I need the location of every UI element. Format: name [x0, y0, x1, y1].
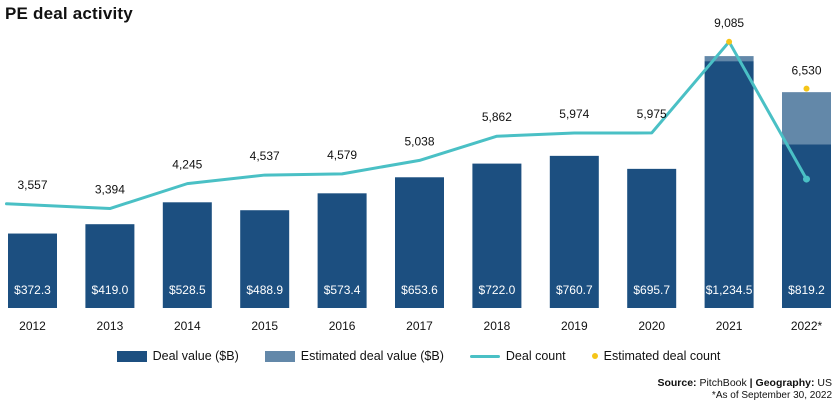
- legend-label-deal-value: Deal value ($B): [152, 349, 239, 363]
- source-separator: |: [749, 377, 753, 389]
- count-label-2014: 4,245: [172, 158, 202, 172]
- legend-item-deal-value: Deal value ($B): [116, 349, 239, 363]
- bar-value-label-2017: $653.6: [401, 283, 438, 297]
- count-label-2018: 5,862: [482, 110, 512, 124]
- x-tick-2012: 2012: [19, 319, 46, 333]
- bar-value-label-2016: $573.4: [324, 283, 361, 297]
- bar-deal-value-2021: [704, 61, 754, 308]
- count-label-2017: 5,038: [404, 134, 434, 148]
- bar-estimated-deal-value-2022: [782, 92, 831, 145]
- count-label-2021: 9,085: [714, 16, 744, 30]
- x-tick-2020: 2020: [638, 319, 665, 333]
- legend-swatch-estimated-deal-value: [264, 350, 295, 362]
- estimated-count-label-2022: 6,530: [791, 64, 821, 78]
- x-tick-2014: 2014: [174, 319, 201, 333]
- legend-swatch-deal-value: [116, 350, 147, 362]
- source-line: Source: PitchBook | Geography: US: [657, 376, 832, 390]
- bar-value-label-2012: $372.3: [14, 283, 51, 297]
- count-label-2019: 5,974: [559, 107, 589, 121]
- x-tick-2017: 2017: [406, 319, 433, 333]
- bar-deal-value-2015: [240, 210, 290, 308]
- bar-deal-value-2012: [8, 233, 57, 308]
- legend-swatch-deal-count: [469, 354, 500, 358]
- bar-value-label-2013: $419.0: [92, 283, 129, 297]
- count-label-2013: 3,394: [95, 183, 125, 197]
- bar-estimated-deal-value-2021: [704, 56, 754, 62]
- bar-deal-value-2017: [395, 177, 444, 308]
- geography-label: Geography:: [755, 377, 815, 389]
- x-tick-2013: 2013: [97, 319, 124, 333]
- count-label-2020: 5,975: [637, 107, 667, 121]
- bar-deal-value-2016: [317, 193, 367, 308]
- bar-value-label-2014: $528.5: [169, 283, 206, 297]
- point-deal-count-2022: [803, 175, 810, 183]
- bar-value-label-2021: $1,234.5: [706, 283, 753, 297]
- legend-item-estimated-deal-value: Estimated deal value ($B): [264, 349, 444, 363]
- line-deal-count: [5, 40, 808, 211]
- count-label-2012: 3,557: [17, 178, 47, 192]
- bar-deal-value-2020: [627, 168, 677, 308]
- point-estimated-deal-count-2022: [803, 85, 810, 92]
- x-tick-2018: 2018: [484, 319, 511, 333]
- bar-deal-value-2022: [782, 144, 831, 308]
- legend-label-deal-count: Deal count: [505, 349, 566, 363]
- legend-swatch-estimated-deal-count: [591, 353, 598, 359]
- x-tick-2015: 2015: [251, 319, 278, 333]
- bar-deal-value-2014: [162, 202, 212, 308]
- x-tick-2022: 2022*: [791, 319, 823, 333]
- point-estimated-deal-count-2021: [726, 38, 733, 45]
- bar-deal-value-2018: [472, 163, 522, 308]
- source-value: PitchBook: [699, 377, 747, 389]
- source-label: Source:: [657, 377, 697, 389]
- count-label-2016: 4,579: [327, 148, 357, 162]
- x-tick-2019: 2019: [561, 319, 588, 333]
- legend-item-estimated-deal-count: Estimated deal count: [591, 349, 721, 363]
- chart-title: PE deal activity: [5, 4, 133, 23]
- bar-value-label-2019: $760.7: [556, 283, 593, 297]
- bar-value-label-2015: $488.9: [246, 283, 283, 297]
- bar-value-label-2018: $722.0: [479, 283, 516, 297]
- legend-item-deal-count: Deal count: [469, 349, 566, 363]
- chart-legend: Deal value ($B) Estimated deal value ($B…: [0, 349, 837, 363]
- x-tick-2021: 2021: [716, 319, 743, 333]
- legend-label-estimated-deal-value: Estimated deal value ($B): [300, 349, 444, 363]
- footnote: *As of September 30, 2022: [711, 390, 832, 401]
- legend-label-estimated-deal-count: Estimated deal count: [603, 349, 721, 363]
- bar-value-label-2022: $819.2: [788, 283, 825, 297]
- x-tick-2016: 2016: [329, 319, 356, 333]
- bar-value-label-2020: $695.7: [633, 283, 670, 297]
- chart-canvas: $372.3 2012 $419.0 2013 $528.5 2014 $488.9 2015…: [5, 16, 831, 333]
- bar-deal-value-2019: [549, 155, 599, 308]
- bar-deal-value-2013: [85, 224, 135, 308]
- geography-value: US: [817, 377, 832, 389]
- count-label-2015: 4,537: [250, 149, 280, 163]
